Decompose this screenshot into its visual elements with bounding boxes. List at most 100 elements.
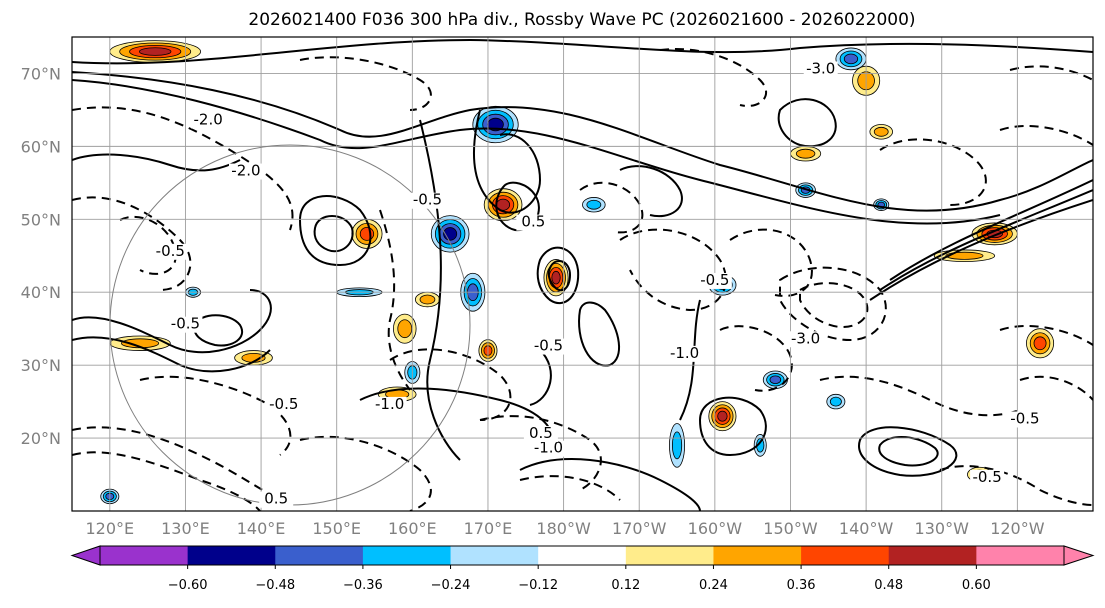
colorbar-extend-max bbox=[1063, 545, 1095, 566]
contour-label: -3.0 bbox=[806, 59, 835, 77]
contour-line bbox=[479, 415, 602, 491]
contour-line bbox=[72, 196, 192, 291]
contour-line bbox=[72, 38, 1093, 65]
contour-label-bg bbox=[153, 243, 188, 260]
colorbar-bin bbox=[976, 546, 1065, 565]
contour-label: -0.5 bbox=[156, 242, 185, 260]
contour-line bbox=[729, 228, 813, 297]
contour-line bbox=[72, 79, 1001, 225]
colorbar-tick-label: −0.48 bbox=[255, 578, 295, 593]
contour-line bbox=[777, 98, 837, 148]
contour-line bbox=[799, 282, 869, 329]
contour-line bbox=[193, 314, 243, 347]
contour-label: -1.0 bbox=[534, 439, 563, 457]
contour-line bbox=[878, 435, 939, 467]
colorbar-bin bbox=[888, 546, 977, 565]
contour-line bbox=[519, 458, 701, 511]
map-frame bbox=[71, 36, 1094, 512]
lon-tick-label: 140°W bbox=[839, 519, 894, 538]
contour-label: -0.5 bbox=[700, 271, 729, 289]
colorbar-tick-label: −0.60 bbox=[168, 578, 208, 593]
lon-tick-label: 180°W bbox=[536, 519, 591, 538]
lon-tick-label: 130°E bbox=[161, 519, 210, 538]
contour-line bbox=[999, 324, 1093, 346]
contour-label-bg bbox=[191, 112, 226, 129]
divergence-region bbox=[843, 53, 859, 65]
convergence-region bbox=[795, 148, 816, 159]
lat-tick-label: 60°N bbox=[21, 137, 61, 156]
colorbar-tick-label: 0.36 bbox=[787, 578, 816, 593]
contour-labels: -0.5-1.0-0.5-1.00.50.5-0.5-0.5-1.0-0.5-0… bbox=[153, 59, 1042, 508]
convergence-region bbox=[419, 294, 436, 305]
colorbar-tick-label: 0.48 bbox=[874, 578, 903, 593]
chart-title: 2026021400 F036 300 hPa div., Rossby Wav… bbox=[248, 10, 915, 30]
lat-tick-label: 70°N bbox=[21, 64, 61, 83]
contour-label-bg bbox=[788, 331, 823, 348]
contour-line bbox=[72, 71, 1093, 212]
contour-line bbox=[313, 215, 354, 253]
convergence-region bbox=[359, 227, 375, 241]
lon-tick-label: 120°W bbox=[990, 519, 1045, 538]
lon-tick-label: 130°W bbox=[915, 519, 970, 538]
colorbar-bin bbox=[625, 546, 714, 565]
contour-line bbox=[389, 348, 512, 421]
contour-line bbox=[719, 325, 793, 392]
contour-label-bg bbox=[516, 214, 551, 231]
latitude-labels: 70°N 60°N 50°N 40°N 30°N 20°N bbox=[21, 64, 61, 448]
lon-tick-label: 170°W bbox=[612, 519, 667, 538]
lon-tick-label: 160°E bbox=[388, 519, 437, 538]
contour-label: -0.5 bbox=[972, 468, 1001, 486]
contour-label-bg bbox=[410, 192, 445, 209]
contour-label: -0.5 bbox=[1010, 409, 1039, 427]
divergence-region bbox=[671, 431, 683, 460]
colorbar-extend-min bbox=[70, 545, 101, 566]
contour-line bbox=[299, 56, 432, 111]
contour-line bbox=[579, 181, 644, 234]
divergence-region bbox=[769, 375, 782, 385]
convergence-region bbox=[945, 251, 984, 260]
colorbar-bin bbox=[450, 546, 539, 565]
contour-label-bg bbox=[266, 396, 301, 413]
contour-label-bg bbox=[372, 396, 407, 413]
contour-line bbox=[72, 153, 241, 172]
convergence-region bbox=[717, 410, 728, 422]
colorbar-bin bbox=[362, 546, 452, 565]
contour-line bbox=[879, 189, 1093, 291]
contour-line bbox=[519, 475, 621, 501]
contour-line bbox=[536, 246, 580, 305]
lon-tick-label: 140°E bbox=[237, 519, 286, 538]
contour-line bbox=[619, 165, 683, 218]
colorbar-bin bbox=[100, 546, 189, 565]
colorbar-bin bbox=[187, 546, 276, 565]
contour-line bbox=[879, 138, 987, 206]
convergence-region bbox=[397, 319, 413, 339]
contour-label-bg bbox=[697, 272, 732, 289]
contour-line bbox=[419, 119, 461, 461]
contour-line bbox=[779, 266, 887, 342]
colorbar-bin bbox=[801, 546, 890, 565]
lat-tick-label: 20°N bbox=[21, 429, 61, 448]
colorbar-tick-label: 0.60 bbox=[962, 578, 991, 593]
contour-line bbox=[529, 349, 552, 406]
contour-label: -2.0 bbox=[231, 162, 260, 180]
contour-label-bg bbox=[523, 426, 558, 443]
colorbar-tick-label: −0.24 bbox=[431, 578, 471, 593]
contour-label: -1.0 bbox=[670, 344, 699, 362]
longitude-labels: 120°E 130°E 140°E 150°E 160°E 170°E 180°W 170°W… bbox=[85, 519, 1044, 538]
divergence-region bbox=[829, 396, 842, 407]
contour-line bbox=[119, 215, 177, 275]
convergence-region bbox=[873, 126, 889, 137]
contour-label: 0.5 bbox=[521, 213, 545, 231]
divergence-region bbox=[586, 199, 602, 210]
colorbar-frame bbox=[99, 545, 1065, 566]
contour-line bbox=[889, 179, 1093, 281]
contour-line bbox=[698, 396, 767, 457]
colorbar-tick-label: −0.12 bbox=[518, 578, 558, 593]
contour-line bbox=[858, 426, 958, 477]
contour-label: -0.5 bbox=[171, 315, 200, 333]
contour-label: 0.5 bbox=[529, 424, 553, 442]
contour-line bbox=[299, 435, 432, 511]
lon-tick-label: 160°W bbox=[688, 519, 743, 538]
contour-label-bg bbox=[531, 440, 566, 457]
